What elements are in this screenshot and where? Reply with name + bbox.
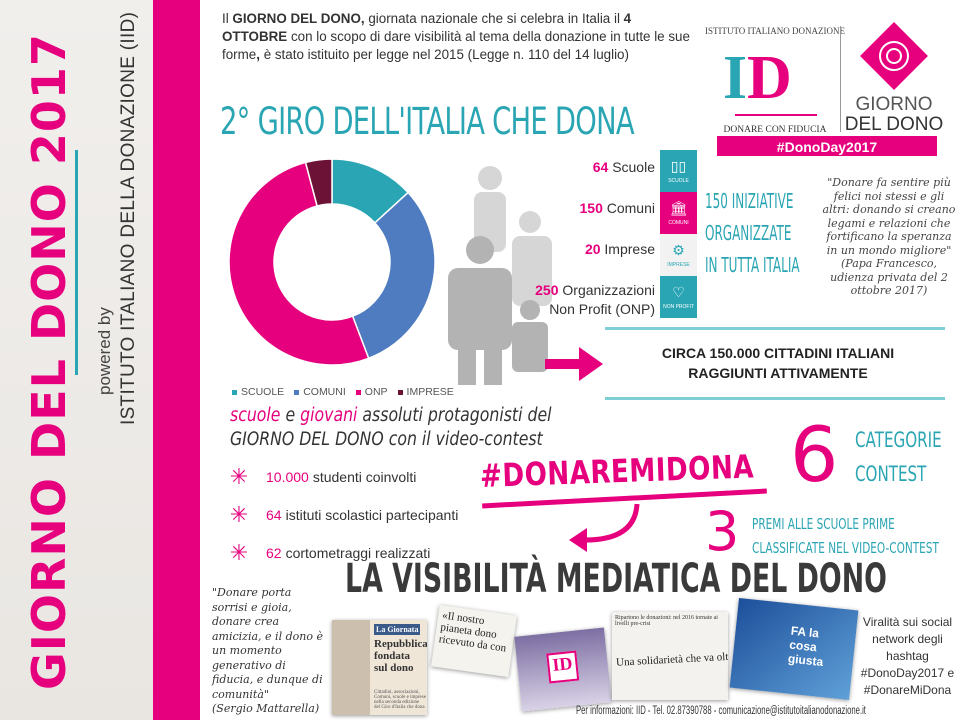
- social-virality: Viralità sui social network degli hashta…: [860, 615, 955, 697]
- asterisk-icon: ✳: [229, 464, 249, 489]
- curved-arrow-icon: [569, 503, 640, 552]
- initiatives-line: IN TUTTA ITALIA: [705, 253, 800, 277]
- initiatives-line: 150 INIZIATIVE: [705, 189, 794, 213]
- asterisk-icon: ✳: [229, 540, 249, 565]
- initiatives-text: 150 INIZIATIVE ORGANIZZATE IN TUTTA ITAL…: [705, 185, 800, 281]
- logo-del-dono: DEL DONO: [845, 114, 944, 135]
- chart-legend: SCUOLE COMUNI ONP IMPRESE: [232, 386, 454, 398]
- intro-text: con lo scopo di dare visibilità al tema …: [222, 29, 690, 62]
- clipping-fa-la-cosa-giusta: FA la cosa giusta: [729, 597, 859, 701]
- clipping-tv-studio: ID: [514, 627, 612, 712]
- donut-slice-onp: [228, 161, 370, 366]
- intro-text: Il: [222, 11, 233, 26]
- logo-arc-text: ISTITUTO ITALIANO DONAZIONE: [705, 26, 846, 36]
- arrow-right-icon: [545, 347, 603, 381]
- sidebar-title: GIORNO DEL DONO 2017: [22, 33, 76, 690]
- media-title: LA VISIBILITÀ MEDIATICA DEL DONO: [345, 556, 887, 602]
- people-silhouettes-icon: [448, 166, 552, 385]
- clipping-pianeta: «Il nostro pianeta dono ricevuto da con: [431, 604, 517, 678]
- intro-bold: ,: [256, 47, 260, 62]
- prizes-label: PREMI ALLE SCUOLE PRIME CLASSIFICATE NEL …: [752, 515, 939, 557]
- initiatives-line: ORGANIZZATE: [705, 221, 792, 245]
- teal-divider: [605, 397, 945, 400]
- clipping-solidarieta: Ripartono le donazioni: nel 2016 tornate…: [612, 612, 728, 700]
- contest-label: CATEGORIE CONTEST: [855, 428, 942, 486]
- teal-divider: [605, 327, 945, 330]
- legend-item: ONP: [355, 386, 388, 398]
- intro-bold: GIORNO DEL DONO,: [232, 11, 365, 26]
- pope-quote: "Donare fa sentire più felici noi stessi…: [822, 176, 956, 297]
- clipping-la-giornata: La Giornata Repubblica fondata sul dono …: [332, 620, 427, 715]
- asterisk-icon: ✳: [229, 502, 249, 527]
- donut-slice-imprese: [304, 158, 333, 207]
- sidebar-divider: [75, 150, 78, 375]
- intro-paragraph: Il GIORNO DEL DONO, giornata nazionale c…: [222, 10, 692, 64]
- stat-imprese: 20 Imprese: [584, 241, 655, 257]
- heart-icon: ♡ NON PROFIT: [660, 276, 697, 318]
- citizens-reached: CIRCA 150.000 CITTADINI ITALIANI RAGGIUNT…: [661, 345, 895, 381]
- bullet-item: ✳ 62 cortometraggi realizzati: [229, 540, 431, 565]
- contest-number: 6: [790, 410, 839, 499]
- logo-tagline: DONARE CON FIDUCIA: [724, 125, 827, 135]
- logo-hashtag: #DonoDay2017: [777, 139, 878, 155]
- pink-band: [153, 0, 200, 720]
- logo-d: D: [747, 44, 792, 112]
- gears-icon: ⚙ IMPRESE: [660, 234, 697, 276]
- intro-text: giornata nazionale che si celebra in Ita…: [364, 11, 624, 26]
- donut-slice-comuni: [351, 191, 436, 360]
- legend-item: COMUNI: [294, 386, 346, 398]
- giorno-diamond-icon: [860, 22, 928, 90]
- legend-item: SCUOLE: [232, 386, 284, 398]
- building-icon: 🏛 COMUNI: [660, 192, 697, 234]
- bullet-item: ✳ 64 istituti scolastici partecipanti: [229, 502, 459, 527]
- institute-name: ISTITUTO ITALIANO DELLA DONAZIONE (IID): [118, 11, 139, 425]
- intro-text: è stato istituito per legge nel 2015 (Le…: [259, 47, 629, 62]
- logo-giorno: GIORNO: [855, 94, 932, 115]
- stat-scuole: 64 Scuole: [592, 159, 655, 175]
- mattarella-quote: "Donare porta sorrisi e gioia, donare cr…: [212, 586, 323, 715]
- stat-onp: 250 Organizzazioni Non Profit (ONP): [535, 282, 655, 317]
- stats-list: 64 Scuole 150 Comuni 20 Imprese 250 Orga…: [500, 158, 655, 322]
- prizes-number: 3: [705, 500, 740, 563]
- intro-bold: 4 OTTOBRE: [222, 11, 632, 44]
- powered-by: powered by: [95, 307, 114, 395]
- hashtag-title: #DONAREMIDONA: [479, 447, 755, 495]
- stat-comuni: 150 Comuni: [579, 200, 656, 216]
- donut-chart: [228, 158, 436, 366]
- section-title: 2° GIRO DELL'ITALIA CHE DONA: [220, 100, 635, 143]
- bullet-item: ✳ 10.000 studenti coinvolti: [229, 464, 417, 489]
- logo-i: I: [723, 44, 747, 112]
- logo: ISTITUTO ITALIANO DONAZIONE I D DONARE C…: [705, 8, 955, 156]
- logo-graphic: ISTITUTO ITALIANO DONAZIONE I D DONARE C…: [705, 22, 944, 156]
- legend-item: IMPRESE: [397, 386, 454, 398]
- youth-heading: scuole e giovani assoluti protagonisti d…: [230, 405, 552, 450]
- book-icon: ▯▯ SCUOLE: [660, 150, 697, 192]
- footer-contact: Per informazioni: IID - Tel. 02.87390788…: [576, 705, 866, 717]
